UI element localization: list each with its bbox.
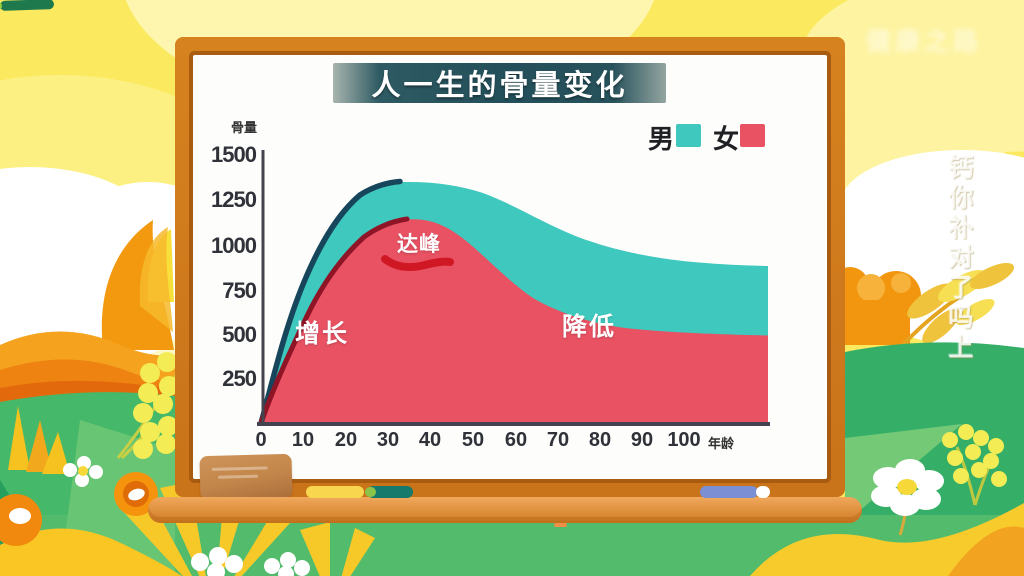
male-growth-outline [258, 178, 403, 426]
x-tick: 20 [334, 429, 358, 451]
x-tick: 60 [504, 429, 528, 451]
chart-title-banner: 人一生的骨量变化 [333, 63, 666, 103]
marker-cap [365, 487, 376, 497]
eraser-highlight [211, 466, 268, 471]
x-tick: 0 [255, 429, 267, 451]
marker-cap [0, 1, 3, 11]
dot-flower-sprig-right [942, 424, 1007, 506]
legend-male-label: 男 [648, 124, 675, 154]
y-tick: 1000 [211, 233, 257, 258]
y-axis-title: 骨量 [231, 120, 258, 135]
annotation-peak: 达峰 [397, 233, 441, 256]
x-tick: 30 [376, 429, 400, 451]
orange-bush-right [831, 267, 921, 345]
y-tick: 1500 [211, 142, 257, 167]
chalk-piece [554, 523, 567, 527]
x-tick: 10 [291, 429, 315, 451]
mound-bottom-right [750, 503, 1024, 576]
marker-blue [700, 486, 770, 498]
chart-title: 人一生的骨量变化 [371, 70, 628, 102]
legend-male-swatch [676, 124, 701, 147]
x-tick: 70 [546, 429, 570, 451]
x-tick: 40 [418, 429, 442, 451]
daisy-right [871, 459, 944, 536]
annotation-growth: 增长 [294, 320, 350, 348]
female-area [260, 219, 768, 424]
flower-edge-left [0, 494, 42, 546]
bone-mass-chart [257, 150, 770, 426]
daisy-small-left [191, 547, 310, 576]
annotation-decline: 降低 [561, 313, 617, 341]
dot-flower-sprig-left [116, 352, 180, 460]
vertical-slogan: 钙你补对了吗上 [945, 154, 973, 364]
x-tick: 50 [461, 429, 485, 451]
peak-underline-brush [381, 255, 454, 271]
marker-green [0, 0, 55, 11]
female-growth-outline [258, 216, 410, 426]
orange-leaf-left [101, 220, 174, 350]
board-tray [148, 497, 862, 523]
x-axis-title: 年龄 [708, 436, 735, 451]
y-tick: 500 [222, 322, 257, 347]
program-logo: 健康之路 [866, 28, 983, 56]
x-tick: 80 [588, 429, 612, 451]
legend-female-swatch [740, 124, 765, 147]
x-tick: 100 [667, 429, 701, 451]
y-tick: 1250 [211, 187, 257, 212]
daisy-tiny-left [63, 456, 103, 487]
marker-teal [365, 486, 413, 498]
x-tick: 90 [630, 429, 654, 451]
board-eraser [199, 453, 293, 501]
y-tick: 750 [222, 278, 257, 303]
marker-cap [756, 486, 770, 498]
y-tick: 250 [222, 366, 257, 391]
eraser-highlight [217, 474, 259, 479]
legend-female-label: 女 [713, 124, 740, 154]
yellow-branch-right [898, 262, 1015, 350]
marker-yellow [306, 486, 364, 498]
